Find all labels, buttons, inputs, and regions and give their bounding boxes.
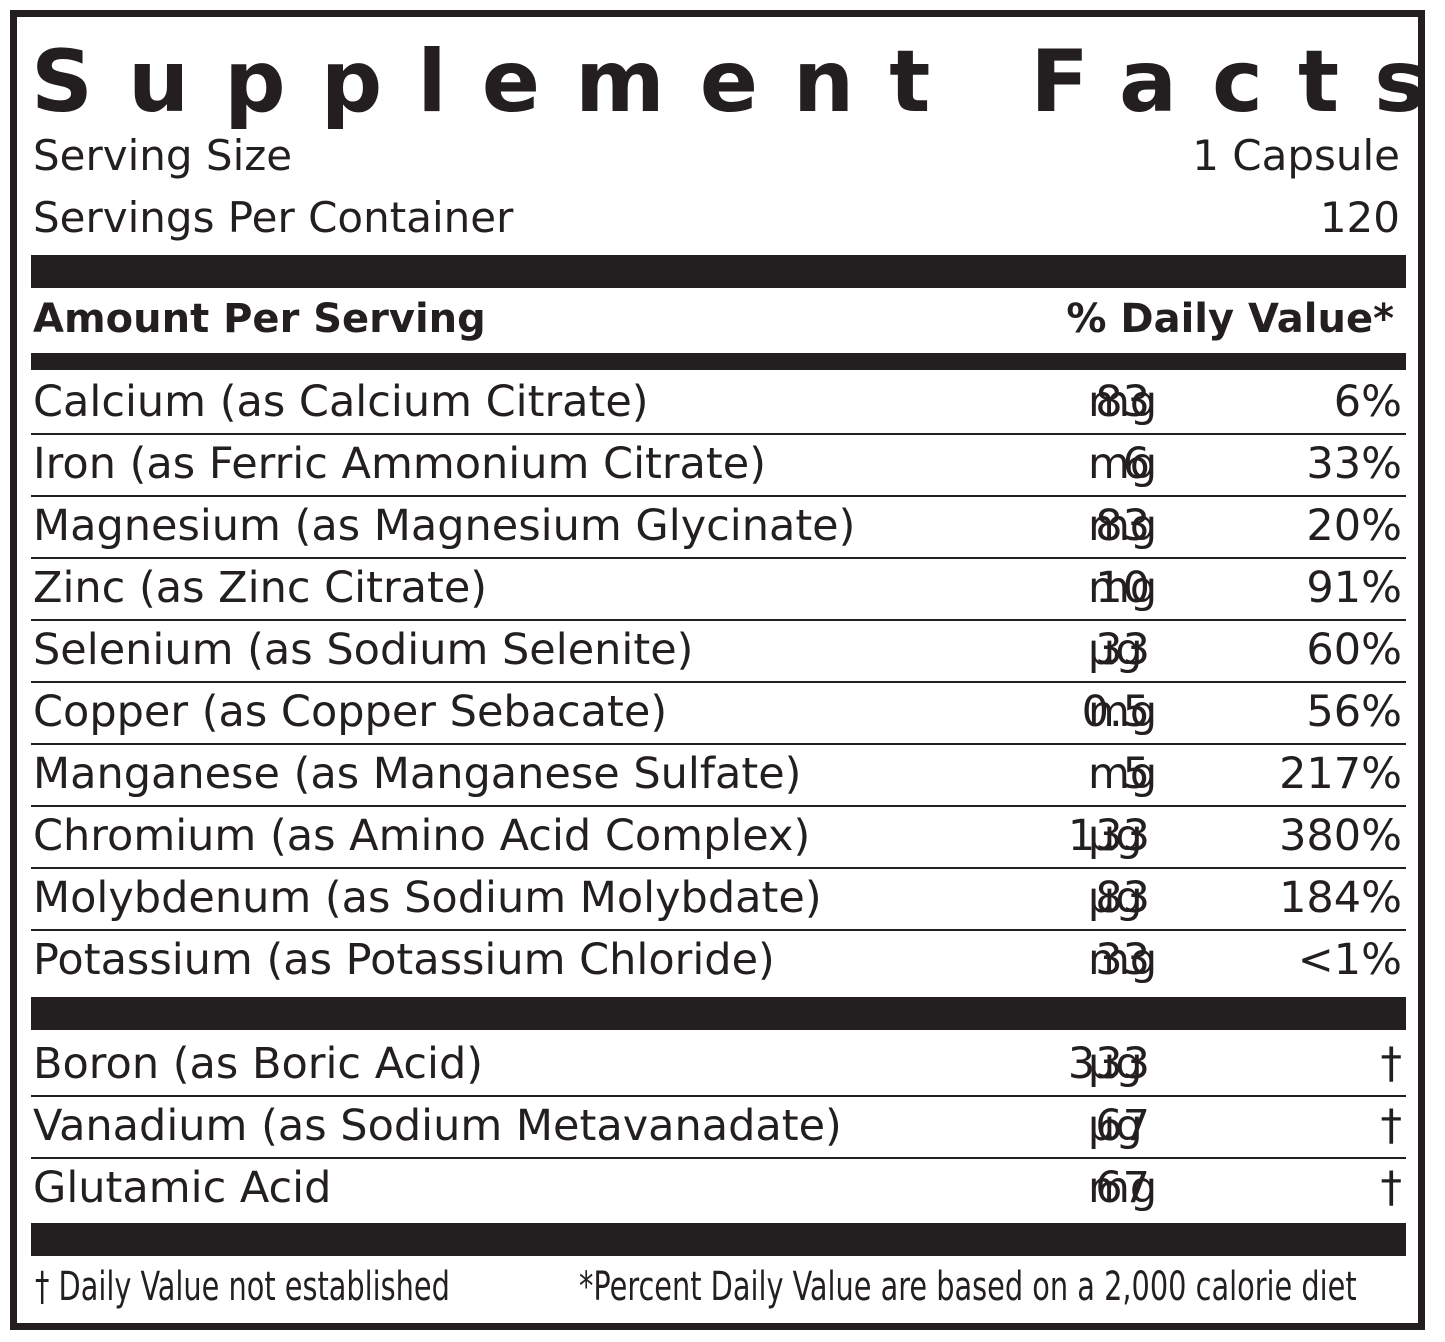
thick-divider [31, 1223, 1406, 1256]
nutrient-amount: 33 [1095, 935, 1150, 985]
nutrient-amount: 10 [1095, 563, 1150, 613]
nutrient-row: Boron (as Boric Acid) 333 μg † [31, 1035, 1406, 1097]
nutrient-row: Calcium (as Calcium Citrate) 83 mg 6% [31, 373, 1406, 435]
nutrient-unit: mg [1088, 749, 1158, 799]
nutrient-daily-value: 6% [1333, 377, 1402, 427]
nutrient-daily-value: 20% [1306, 501, 1402, 551]
servings-per-container-label: Servings Per Container [33, 193, 514, 242]
amount-per-serving-header: Amount Per Serving [33, 296, 486, 342]
panel-title: Supplement Facts [31, 32, 1445, 132]
nutrient-daily-value: <1% [1297, 935, 1402, 985]
nutrient-daily-value: 380% [1279, 811, 1402, 861]
nutrient-amount: 0.5 [1081, 687, 1150, 737]
nutrient-row: Chromium (as Amino Acid Complex) 133 μg 380… [31, 807, 1406, 869]
nutrient-amount: 133 [1067, 811, 1150, 861]
nutrient-amount: 67 [1095, 1163, 1150, 1213]
nutrient-name: Selenium (as Sodium Selenite) [33, 625, 694, 675]
nutrient-row: Magnesium (as Magnesium Glycinate) 83 mg 20… [31, 497, 1406, 559]
serving-size-label: Serving Size [33, 131, 293, 180]
nutrient-daily-value: 91% [1306, 563, 1402, 613]
nutrient-daily-value: † [1380, 1101, 1403, 1151]
serving-size-value: 1 Capsule [1192, 131, 1400, 180]
nutrient-daily-value: 184% [1279, 873, 1402, 923]
nutrient-row: Molybdenum (as Sodium Molybdate) 83 μg 184% [31, 869, 1406, 931]
nutrient-row: Manganese (as Manganese Sulfate) 5 mg 217% [31, 745, 1406, 807]
nutrient-name: Magnesium (as Magnesium Glycinate) [33, 501, 856, 551]
servings-per-container-value: 120 [1319, 193, 1400, 242]
nutrient-unit: mg [1088, 501, 1158, 551]
nutrient-name: Boron (as Boric Acid) [33, 1039, 484, 1089]
nutrient-amount: 6 [1122, 439, 1150, 489]
nutrient-row: Potassium (as Potassium Chloride) 33 mg <1% [31, 931, 1406, 993]
nutrient-daily-value: 56% [1306, 687, 1402, 737]
nutrient-daily-value: † [1380, 1163, 1403, 1213]
nutrient-amount: 83 [1095, 377, 1150, 427]
nutrient-unit: mg [1088, 935, 1158, 985]
nutrient-name: Copper (as Copper Sebacate) [33, 687, 668, 737]
nutrient-unit: μg [1088, 1039, 1143, 1089]
nutrient-unit: μg [1088, 811, 1143, 861]
nutrient-daily-value: 217% [1279, 749, 1402, 799]
nutrient-unit: mg [1088, 439, 1158, 489]
nutrient-row: Zinc (as Zinc Citrate) 10 mg 91% [31, 559, 1406, 621]
nutrient-row: Vanadium (as Sodium Metavanadate) 67 μg † [31, 1097, 1406, 1159]
nutrient-row: Iron (as Ferric Ammonium Citrate) 6 mg 33% [31, 435, 1406, 497]
nutrient-name: Zinc (as Zinc Citrate) [33, 563, 488, 613]
dagger-footnote: † Daily Value not established [35, 1264, 450, 1310]
nutrient-amount: 83 [1095, 501, 1150, 551]
nutrient-daily-value: † [1380, 1039, 1403, 1089]
nutrient-unit: mg [1088, 377, 1158, 427]
nutrient-amount: 333 [1067, 1039, 1150, 1089]
supplement-facts-panel: Supplement Facts Serving Size 1 Capsule … [10, 10, 1425, 1330]
nutrient-row: Glutamic Acid 67 mg † [31, 1159, 1406, 1221]
nutrient-daily-value: 60% [1306, 625, 1402, 675]
nutrient-unit: μg [1088, 1101, 1143, 1151]
nutrient-name: Chromium (as Amino Acid Complex) [33, 811, 811, 861]
nutrient-amount: 83 [1095, 873, 1150, 923]
thick-divider [31, 255, 1406, 288]
nutrient-daily-value: 33% [1306, 439, 1402, 489]
nutrient-row: Selenium (as Sodium Selenite) 33 μg 60% [31, 621, 1406, 683]
nutrient-unit: mg [1088, 1163, 1158, 1213]
nutrient-name: Manganese (as Manganese Sulfate) [33, 749, 802, 799]
thick-divider [31, 997, 1406, 1030]
nutrient-amount: 67 [1095, 1101, 1150, 1151]
daily-value-header: % Daily Value* [1066, 296, 1394, 342]
nutrient-amount: 33 [1095, 625, 1150, 675]
nutrient-name: Iron (as Ferric Ammonium Citrate) [33, 439, 766, 489]
nutrient-unit: mg [1088, 563, 1158, 613]
medium-divider [31, 353, 1406, 370]
nutrient-name: Calcium (as Calcium Citrate) [33, 377, 649, 427]
nutrient-unit: mg [1088, 687, 1158, 737]
nutrient-name: Potassium (as Potassium Chloride) [33, 935, 775, 985]
nutrient-amount: 5 [1122, 749, 1150, 799]
nutrient-unit: μg [1088, 873, 1143, 923]
nutrient-name: Molybdenum (as Sodium Molybdate) [33, 873, 822, 923]
nutrient-row: Copper (as Copper Sebacate) 0.5 mg 56% [31, 683, 1406, 745]
percent-footnote: *Percent Daily Value are based on a 2,00… [579, 1264, 1357, 1310]
nutrient-name: Vanadium (as Sodium Metavanadate) [33, 1101, 842, 1151]
nutrient-unit: μg [1088, 625, 1143, 675]
nutrient-name: Glutamic Acid [33, 1163, 332, 1213]
